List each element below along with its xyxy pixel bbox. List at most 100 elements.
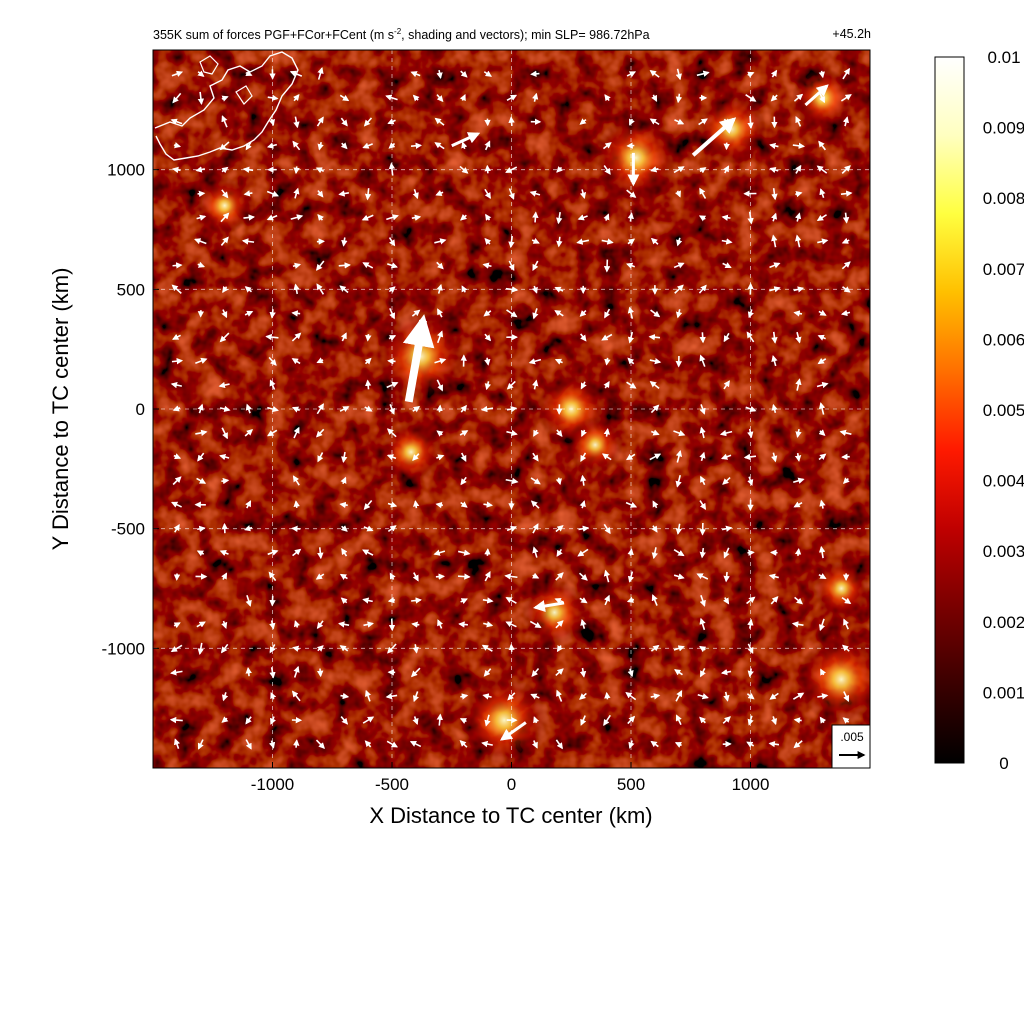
force-vector-76: [483, 668, 492, 677]
force-vector-535: [363, 117, 373, 127]
hotspot-2: [594, 116, 678, 200]
force-vector-58: [604, 691, 611, 700]
force-vector-115: [483, 621, 494, 628]
force-vector-0: [173, 738, 180, 749]
colorbar-tick-label-4: 0.006: [983, 330, 1024, 349]
force-vector-50: [385, 693, 398, 700]
force-vector-87: [197, 642, 204, 656]
force-vector-26: [340, 716, 349, 725]
force-vector-437: [650, 237, 659, 245]
strong-force-vector-5: [533, 600, 565, 612]
force-vector-583: [626, 71, 637, 78]
force-vector-190: [173, 523, 180, 533]
force-vector-472: [316, 190, 324, 198]
reference-vector-label: .005: [840, 730, 864, 744]
force-vector-429: [434, 238, 447, 245]
force-vector-532: [293, 116, 300, 129]
force-vector-290: [245, 403, 252, 414]
force-vector-411: [362, 262, 374, 269]
force-vector-480: [579, 189, 587, 199]
force-vector-550: [842, 116, 850, 127]
force-vector-241: [793, 477, 805, 484]
force-vector-420: [722, 262, 732, 269]
force-vector-312: [386, 381, 399, 389]
force-vector-128: [362, 597, 373, 604]
force-vector-322: [795, 378, 802, 391]
force-vector-337: [604, 357, 611, 366]
force-vector-442: [817, 238, 829, 245]
force-vector-3: [269, 740, 276, 749]
force-vector-197: [387, 525, 397, 533]
force-vector-531: [268, 118, 275, 126]
force-vector-313: [436, 379, 444, 392]
force-vector-325: [195, 357, 208, 364]
force-vector-456: [556, 211, 563, 225]
force-vector-490: [195, 166, 206, 173]
force-vector-200: [555, 525, 564, 533]
force-vector-37: [675, 714, 682, 726]
force-vector-149: [315, 573, 325, 580]
force-vector-309: [218, 381, 230, 389]
force-vector-175: [433, 549, 446, 556]
force-vector-576: [289, 70, 303, 77]
force-vector-580: [460, 70, 468, 78]
force-vector-33: [533, 716, 540, 724]
force-vector-358: [648, 334, 661, 341]
force-vector-338: [627, 357, 635, 365]
force-vector-72: [293, 665, 300, 678]
force-vector-329: [364, 357, 372, 365]
force-vector-381: [675, 309, 683, 319]
force-vector-56: [556, 689, 563, 702]
force-vector-119: [580, 618, 587, 629]
force-vector-92: [339, 645, 349, 652]
force-vector-496: [388, 162, 396, 176]
force-vector-62: [697, 693, 709, 700]
force-vector-249: [412, 453, 420, 462]
force-vector-476: [435, 190, 444, 196]
force-vector-485: [771, 188, 778, 201]
force-vector-320: [649, 380, 660, 389]
force-vector-477: [484, 188, 491, 200]
force-vector-22: [221, 716, 229, 723]
force-vector-269: [293, 426, 300, 439]
force-vector-127: [340, 597, 348, 605]
force-vector-434: [576, 238, 590, 245]
force-vector-108: [316, 620, 324, 630]
force-vector-562: [532, 92, 539, 102]
force-vector-498: [484, 164, 491, 174]
force-vector-470: [266, 190, 280, 197]
force-vector-225: [793, 501, 803, 508]
force-vector-270: [316, 428, 325, 438]
force-vector-489: [172, 166, 181, 174]
force-vector-588: [770, 69, 778, 78]
force-vector-561: [506, 94, 518, 101]
force-vector-117: [529, 620, 542, 629]
force-vector-85: [820, 668, 827, 676]
force-vector-352: [436, 330, 444, 344]
force-vector-288: [197, 403, 204, 414]
force-vector-77: [531, 668, 540, 677]
force-vector-211: [339, 501, 348, 509]
force-vector-299: [460, 404, 467, 413]
force-vector-545: [698, 118, 708, 126]
force-vector-245: [219, 453, 230, 461]
force-vector-483: [699, 187, 707, 199]
force-vector-494: [293, 166, 300, 175]
force-vector-449: [317, 213, 324, 221]
force-vector-181: [627, 548, 634, 556]
force-vector-237: [675, 474, 682, 488]
force-vector-327: [291, 358, 301, 365]
force-vector-380: [650, 309, 661, 318]
force-vector-281: [699, 426, 706, 439]
force-vector-553: [221, 95, 229, 102]
force-vector-330: [387, 358, 396, 365]
force-vector-392: [388, 286, 396, 293]
force-vector-520: [434, 142, 445, 150]
force-vector-173: [341, 548, 348, 557]
force-vector-109: [338, 621, 350, 628]
force-vector-368: [269, 309, 276, 319]
force-vector-414: [482, 262, 492, 269]
force-vector-5: [315, 739, 326, 749]
force-vector-44: [842, 717, 850, 724]
force-vector-345: [219, 332, 230, 343]
